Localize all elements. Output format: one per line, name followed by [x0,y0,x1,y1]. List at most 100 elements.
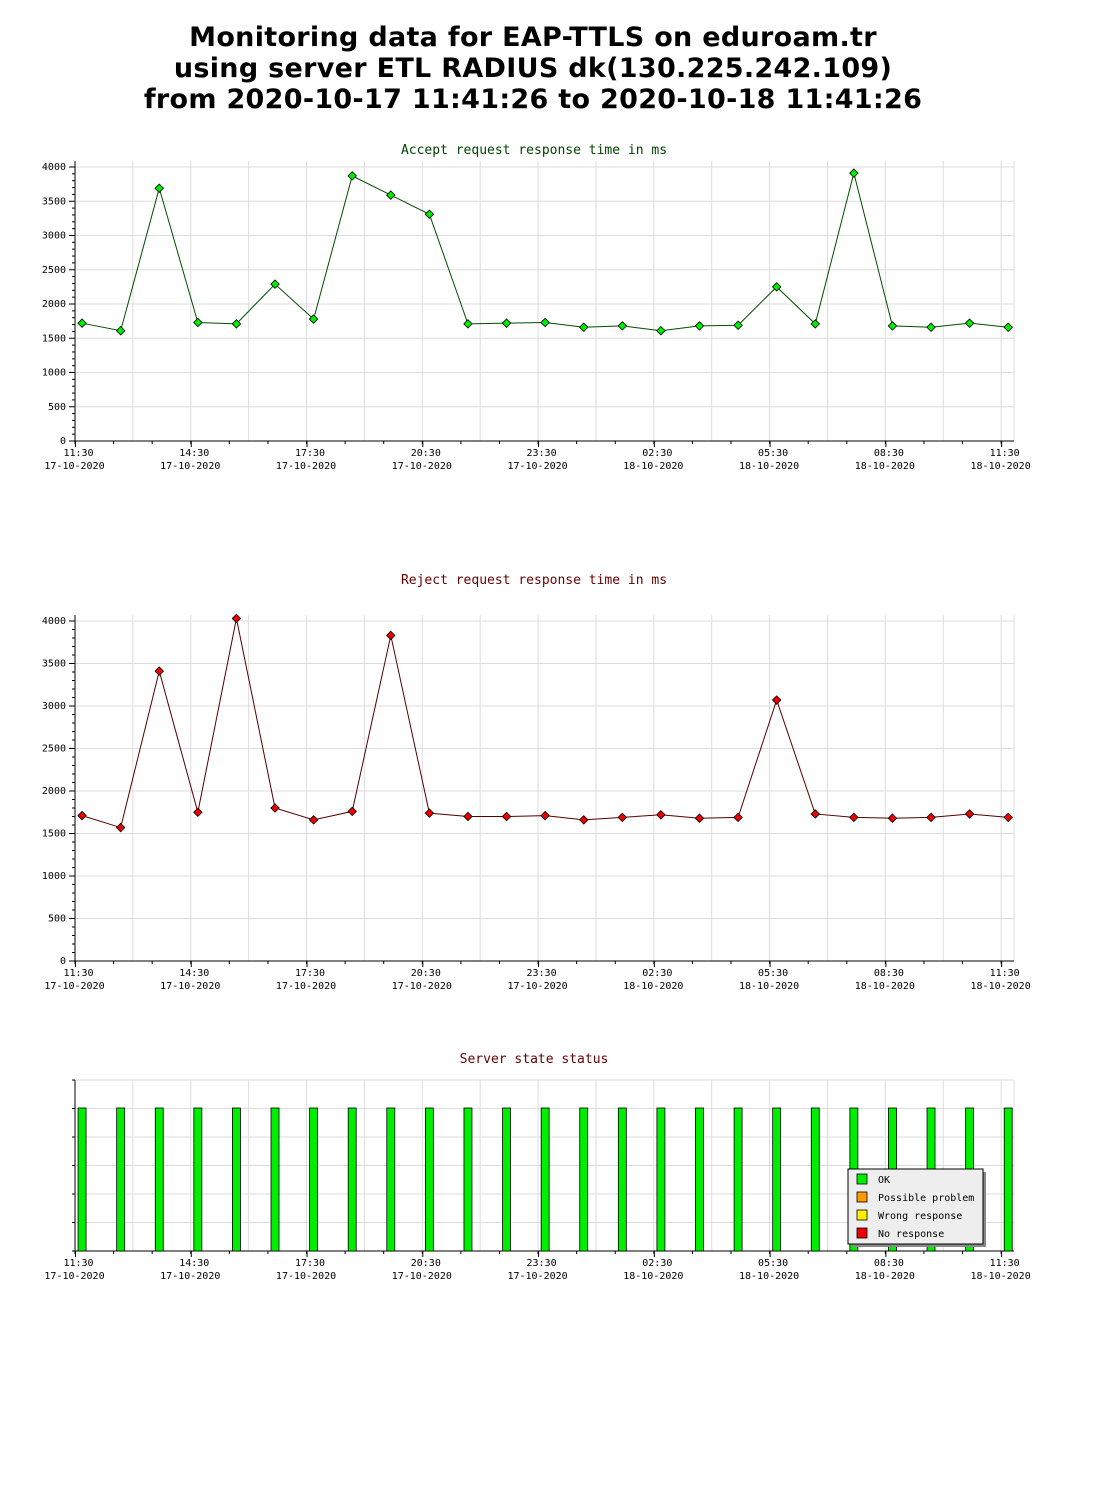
y-tick-label: 1500 [42,829,66,840]
y-tick-label: 2500 [42,265,66,276]
status-bar [772,1107,782,1252]
reject-data-point [115,822,126,833]
status-bar [733,1107,743,1252]
reject-data-point [656,810,666,820]
x-tick-time: 08:30 [874,1258,904,1269]
status-bar [617,1107,627,1252]
x-tick-time: 23:30 [527,968,557,979]
reject-data-point [964,809,975,819]
reject-data-point [501,811,512,822]
x-tick-date: 18-10-2020 [623,981,683,992]
reject-data-point [1003,812,1013,823]
reject-data-point [270,803,280,813]
status-bar [386,1107,396,1252]
accept-data-point [887,321,898,331]
y-tick-label: 2000 [42,786,66,797]
status-bar [77,1107,87,1252]
reject-data-point [424,808,435,818]
legend-box [847,1168,984,1245]
x-tick-date: 18-10-2020 [855,1271,915,1282]
status-bar [540,1107,550,1252]
reject-data-point [77,810,87,821]
y-tick-label: 4000 [42,616,66,627]
accept-data-point [1003,322,1013,333]
x-tick-time: 14:30 [179,448,209,459]
legend-swatch [856,1191,868,1203]
x-tick-time: 05:30 [758,968,788,979]
accept-data-point [270,279,280,289]
legend-swatch [856,1173,868,1185]
reject-data-point [771,695,782,705]
x-tick-time: 23:30 [527,1258,557,1269]
status-bar [502,1107,511,1252]
reject-data-point [849,812,859,823]
y-tick-label: 3000 [42,231,66,242]
status-bar [347,1107,357,1252]
x-tick-time: 14:30 [179,1258,209,1269]
status-bar [579,1107,589,1252]
x-tick-date: 17-10-2020 [160,1271,220,1282]
legend-swatch [856,1209,868,1221]
accept-data-point [771,282,782,292]
status-bar [309,1107,319,1252]
accept-data-point [154,183,165,194]
accept-data-point [810,319,821,329]
x-tick-date: 17-10-2020 [276,981,336,992]
x-tick-date: 17-10-2020 [44,461,104,472]
x-tick-date: 17-10-2020 [392,1271,452,1282]
status-bar [193,1107,203,1252]
reject-data-point [308,815,319,825]
accept-data-point [926,322,936,333]
x-tick-date: 18-10-2020 [855,981,915,992]
status-legend: OK Possible problem Wrong response No respo… [847,1168,986,1247]
status-bar [154,1107,164,1252]
reject-data-point [154,666,165,676]
reject-data-point [733,812,743,823]
x-tick-time: 23:30 [527,448,557,459]
y-tick-label: 500 [48,914,66,925]
accept-data-point [115,325,126,336]
x-tick-time: 02:30 [642,448,672,459]
reject-data-point [887,813,898,823]
title-line-3: from 2020-10-17 11:41:26 to 2020-10-18 1… [143,84,923,115]
x-tick-date: 17-10-2020 [44,1271,104,1282]
x-tick-date: 17-10-2020 [160,461,220,472]
x-tick-date: 17-10-2020 [507,461,567,472]
accept-data-point [656,325,666,336]
y-tick-label: 2500 [42,744,66,755]
accept-data-point [501,318,512,328]
reject-data-point [347,806,357,817]
reject-data-point [540,810,550,821]
x-tick-date: 17-10-2020 [507,981,567,992]
reject-chart-title: Reject request response time in ms [401,573,667,588]
accept-data-point [347,171,357,181]
x-tick-date: 18-10-2020 [739,981,799,992]
reject-response-chart: 0 500 1000 1500 2000 2500 3000 3500 4000 11:30 17-… [42,613,1031,992]
accept-data-point [386,190,396,200]
status-bar [116,1107,126,1252]
accept-data-point [308,314,319,324]
y-tick-label: 3000 [42,701,66,712]
legend-label: No response [878,1229,944,1240]
x-tick-time: 17:30 [295,1258,325,1269]
x-tick-date: 18-10-2020 [623,1271,683,1282]
x-tick-time: 11:30 [63,1258,93,1269]
reject-data-point [386,630,396,641]
accept-data-point [617,321,628,331]
accept-chart-title: Accept request response time in ms [401,143,667,158]
accept-series-line [81,173,1009,332]
x-tick-time: 08:30 [874,448,904,459]
x-tick-date: 17-10-2020 [507,1271,567,1282]
x-tick-time: 05:30 [758,1258,788,1269]
accept-response-chart: 0 500 1000 1500 2000 2500 3000 3500 4000 11:30 17-… [42,161,1031,472]
x-tick-date: 18-10-2020 [855,461,915,472]
x-tick-time: 20:30 [411,448,441,459]
x-tick-date: 18-10-2020 [739,461,799,472]
legend-swatch [856,1227,868,1239]
accept-data-point [231,319,242,329]
x-tick-time: 14:30 [179,968,209,979]
accept-data-point [77,318,87,328]
reject-data-point [617,812,628,823]
status-bar [270,1107,280,1252]
y-tick-label: 3500 [42,659,66,670]
